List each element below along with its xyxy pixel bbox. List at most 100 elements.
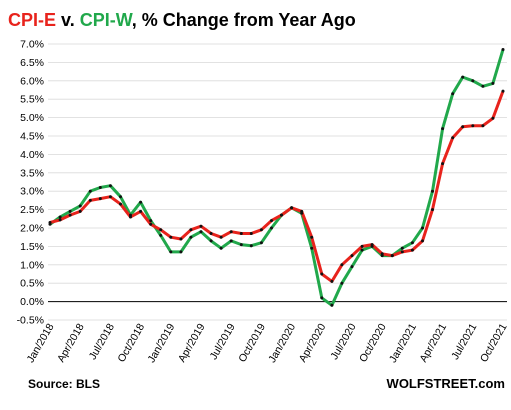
point-cpi-e: [360, 244, 364, 248]
point-cpi-w: [410, 241, 414, 245]
x-tick-label: Jul/2021: [449, 321, 479, 362]
x-tick-label: Oct/2021: [478, 321, 510, 364]
x-tick-label: Apr/2019: [176, 321, 208, 364]
point-cpi-e: [370, 243, 374, 247]
point-cpi-w: [169, 250, 173, 254]
point-cpi-e: [129, 215, 132, 219]
point-cpi-e: [431, 208, 434, 212]
point-cpi-e: [350, 254, 354, 258]
point-cpi-e: [209, 232, 213, 235]
point-cpi-e: [380, 252, 384, 256]
point-cpi-e: [139, 209, 143, 213]
point-cpi-e: [259, 228, 263, 232]
point-cpi-e: [219, 235, 223, 239]
x-tick-label: Jan/2019: [145, 321, 177, 365]
point-cpi-w: [78, 204, 82, 208]
x-tick-label: Jul/2020: [328, 321, 358, 362]
point-cpi-e: [149, 222, 153, 226]
point-cpi-w: [229, 239, 233, 243]
point-cpi-e: [249, 232, 253, 235]
y-tick-label: -0.5%: [17, 315, 44, 327]
point-cpi-e: [239, 232, 243, 235]
point-cpi-w: [219, 246, 223, 250]
y-tick-label: 5.5%: [20, 94, 44, 106]
point-cpi-e: [421, 239, 424, 243]
y-tick-label: 1.5%: [20, 241, 44, 253]
x-tick-label: Jan/2018: [25, 321, 57, 365]
point-cpi-w: [88, 189, 92, 193]
series-lines: [49, 49, 505, 307]
series-line-cpi-w: [49, 49, 505, 307]
point-cpi-w: [461, 75, 465, 79]
x-tick-label: Oct/2020: [357, 321, 389, 364]
point-cpi-w: [320, 296, 324, 300]
point-cpi-w: [189, 235, 193, 239]
point-cpi-e: [48, 221, 52, 224]
point-cpi-w: [330, 303, 334, 307]
point-cpi-e: [290, 206, 294, 210]
y-tick-label: 6.0%: [20, 75, 44, 87]
point-cpi-w: [441, 127, 445, 131]
point-cpi-e: [229, 230, 233, 234]
point-cpi-e: [280, 213, 283, 217]
point-cpi-e: [108, 195, 112, 199]
point-cpi-e: [119, 202, 122, 206]
y-axis: -0.5% 0.0% 0.5% 1.0% 1.5% 2.0% 2.5% 3.0% 3.5% 4.0…: [17, 39, 44, 327]
point-cpi-e: [189, 228, 193, 232]
x-tick-label: Jan/2021: [387, 321, 419, 365]
y-tick-label: 3.0%: [20, 186, 44, 198]
y-tick-label: 0.0%: [20, 296, 44, 308]
point-cpi-w: [340, 281, 344, 285]
y-tick-label: 5.0%: [20, 112, 44, 124]
point-cpi-w: [209, 239, 213, 243]
point-cpi-w: [249, 244, 253, 248]
point-cpi-e: [491, 116, 495, 120]
point-cpi-w: [179, 250, 183, 254]
point-cpi-w: [310, 246, 314, 250]
point-cpi-w: [199, 230, 203, 234]
x-tick-label: Jul/2018: [87, 321, 117, 362]
grid: [48, 43, 507, 321]
point-cpi-e: [471, 124, 475, 128]
point-cpi-e: [400, 250, 404, 254]
point-cpi-e: [300, 209, 304, 213]
title-part-0: CPI-E: [8, 10, 56, 30]
series-points: [48, 48, 505, 307]
x-tick-label: Apr/2021: [417, 321, 449, 364]
point-cpi-w: [58, 215, 62, 219]
point-cpi-w: [400, 246, 404, 250]
point-cpi-w: [481, 84, 485, 88]
y-tick-label: 6.5%: [20, 57, 44, 69]
point-cpi-w: [431, 189, 434, 193]
y-tick-label: 3.5%: [20, 167, 44, 179]
point-cpi-e: [441, 162, 445, 166]
y-tick-label: 4.0%: [20, 149, 44, 161]
source-label: Source: BLS: [28, 377, 100, 391]
point-cpi-e: [270, 219, 273, 223]
point-cpi-w: [451, 92, 455, 96]
point-cpi-e: [340, 263, 344, 267]
point-cpi-e: [98, 197, 102, 201]
point-cpi-e: [88, 198, 92, 202]
point-cpi-e: [461, 125, 465, 129]
watermark: WOLFSTREET.com: [387, 376, 505, 391]
y-tick-label: 2.5%: [20, 204, 44, 216]
point-cpi-w: [139, 200, 143, 204]
title-part-1: v.: [56, 10, 80, 30]
x-tick-label: Oct/2018: [115, 321, 147, 364]
y-tick-label: 1.0%: [20, 259, 44, 271]
point-cpi-e: [310, 235, 314, 239]
point-cpi-w: [421, 226, 424, 230]
point-cpi-e: [179, 237, 183, 241]
point-cpi-w: [259, 241, 263, 245]
y-tick-label: 7.0%: [20, 39, 44, 51]
point-cpi-e: [330, 279, 334, 283]
point-cpi-e: [481, 124, 485, 128]
point-cpi-e: [199, 224, 203, 228]
point-cpi-w: [149, 219, 153, 223]
point-cpi-e: [390, 254, 394, 258]
title-part-2: CPI-W: [80, 10, 133, 30]
point-cpi-w: [270, 226, 273, 230]
x-tick-label: Jan/2020: [266, 321, 298, 365]
